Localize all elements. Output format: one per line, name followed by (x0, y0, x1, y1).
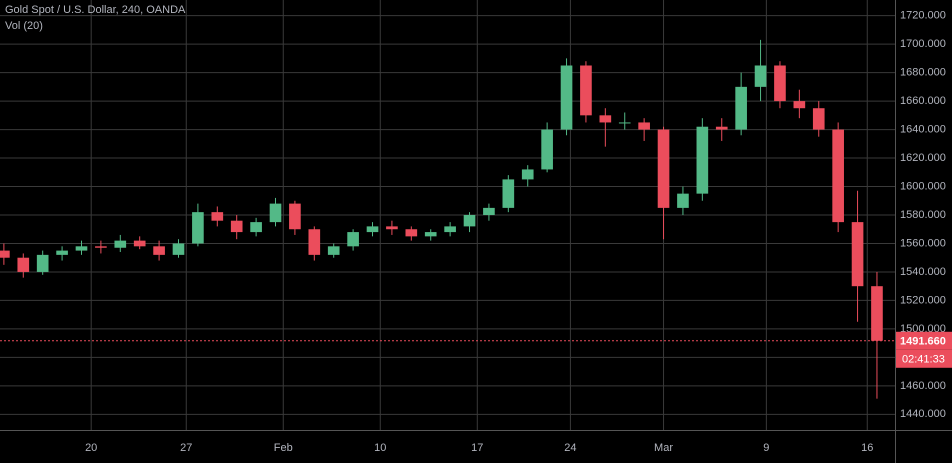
candle-body (677, 193, 689, 208)
candle-body (424, 232, 437, 237)
y-tick-label: 1600.000 (900, 180, 946, 192)
candle-body (560, 65, 573, 130)
y-tick-label: 1660.000 (900, 95, 946, 107)
candle-body (618, 122, 631, 124)
candle-body (793, 101, 806, 109)
candle-body (832, 129, 844, 223)
y-tick-label: 1620.000 (900, 152, 946, 164)
candle-body (269, 203, 282, 223)
y-tick-label: 1560.000 (900, 237, 946, 249)
candle-body (36, 254, 49, 272)
candle-body (444, 226, 456, 233)
candle-body (483, 207, 495, 215)
candle-body (851, 222, 864, 287)
x-tick-label: 27 (180, 442, 192, 454)
last-price-tag (896, 331, 952, 350)
candle-body (289, 203, 301, 230)
candle-body (0, 250, 10, 258)
candle-body (250, 222, 262, 233)
y-tick-label: 1680.000 (900, 67, 946, 79)
y-tick-label: 1640.000 (900, 123, 946, 135)
candle-body (308, 229, 321, 255)
candle-body (211, 212, 224, 221)
grid (0, 0, 895, 430)
x-tick-label: 16 (861, 442, 873, 454)
candle-body (580, 65, 592, 116)
candle-body (114, 240, 127, 248)
candle-body (754, 65, 767, 87)
chart-subtitle: Vol (20) (5, 20, 43, 32)
candle-body (502, 179, 515, 208)
candle-body (230, 220, 243, 233)
candle-body (327, 246, 340, 255)
candle-body (386, 226, 398, 230)
candle-body (172, 243, 185, 255)
candle-body (192, 212, 204, 244)
x-tick-label: 20 (85, 442, 97, 454)
x-tick-label: Mar (654, 442, 673, 454)
y-tick-label: 1520.000 (900, 294, 946, 306)
y-tick-label: 1460.000 (900, 380, 946, 392)
countdown-tag (896, 349, 952, 368)
chart-title: Gold Spot / U.S. Dollar, 240, OANDA (5, 4, 186, 16)
candle-body (521, 169, 534, 180)
candle-body (541, 129, 553, 170)
candle-body (366, 226, 379, 233)
candle-body (696, 126, 709, 194)
candle-body (657, 129, 670, 208)
candle-body (17, 257, 30, 272)
y-tick-label: 1580.000 (900, 209, 946, 221)
y-tick-label: 1440.000 (900, 408, 946, 420)
candle-body (812, 108, 825, 130)
y-tick-label: 1720.000 (900, 10, 946, 22)
candle-body (153, 246, 165, 255)
candle-body (599, 115, 612, 123)
countdown-label: 02:41:33 (902, 354, 945, 366)
y-tick-label: 1700.000 (900, 38, 946, 50)
x-tick-label: 9 (763, 442, 769, 454)
candle-body (774, 65, 786, 102)
last-price-label: 1491.660 (900, 336, 946, 348)
candle-body (133, 240, 146, 247)
x-tick-label: 24 (564, 442, 576, 454)
candle-body (95, 246, 107, 248)
candle-body (75, 246, 88, 251)
candle-body (638, 122, 650, 130)
x-tick-label: 17 (471, 442, 483, 454)
candle-body (715, 126, 728, 130)
candle-body (735, 86, 747, 130)
candle-body (347, 232, 359, 247)
x-tick-label: 10 (374, 442, 386, 454)
candle-body (871, 286, 883, 341)
candles (0, 39, 883, 399)
candle-body (405, 229, 418, 237)
y-tick-label: 1540.000 (900, 266, 946, 278)
x-tick-label: Feb (274, 442, 293, 454)
candle-body (463, 215, 476, 227)
candle-body (56, 250, 68, 255)
